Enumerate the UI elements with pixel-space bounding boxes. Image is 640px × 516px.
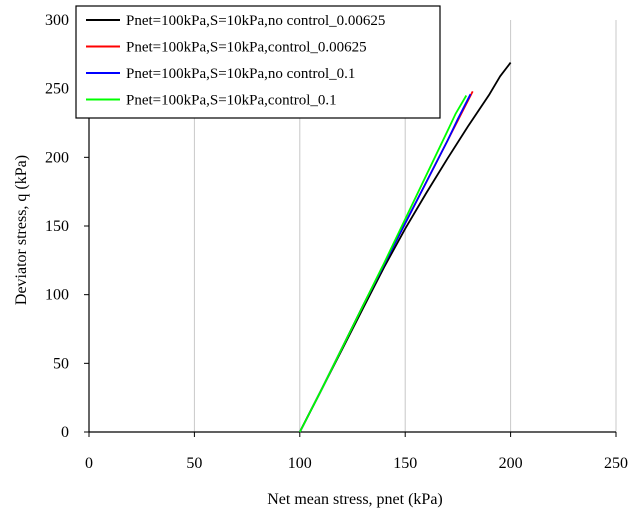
y-tick-label: 50 — [53, 355, 69, 372]
y-tick-label: 250 — [45, 81, 69, 98]
legend-label-1: Pnet=100kPa,S=10kPa,no control_0.00625 — [126, 13, 385, 29]
y-tick-labels: 0 50 100 150 200 250 300 — [45, 12, 69, 441]
legend-label-2: Pnet=100kPa,S=10kPa,control_0.00625 — [126, 40, 367, 56]
x-tick-label: 50 — [186, 455, 202, 472]
legend-label-4: Pnet=100kPa,S=10kPa,control_0.1 — [126, 93, 337, 109]
y-tick-label: 100 — [45, 287, 69, 304]
x-tick-labels: 0 50 100 150 200 250 — [85, 455, 628, 472]
x-axis-title: Net mean stress, pnet (kPa) — [267, 491, 443, 508]
x-tick-label: 150 — [393, 455, 417, 472]
y-axis-title: Deviator stress, q (kPa) — [13, 155, 30, 305]
legend-box — [75, 5, 441, 119]
x-tick-label: 100 — [288, 455, 312, 472]
y-tick-label: 300 — [45, 12, 69, 29]
y-tick-label: 200 — [45, 149, 69, 166]
legend-label-3: Pnet=100kPa,S=10kPa,no control_0.1 — [126, 66, 355, 82]
series-layer — [298, 62, 512, 433]
series-line-4 — [298, 95, 468, 433]
x-tick-label: 200 — [499, 455, 523, 472]
y-tick-label: 0 — [61, 424, 69, 441]
y-tick-label: 150 — [45, 218, 69, 235]
legend: Pnet=100kPa,S=10kPa,no control_0.00625 Pn… — [75, 5, 441, 119]
x-tick-label: 0 — [85, 455, 93, 472]
x-tick-label: 250 — [604, 455, 628, 472]
